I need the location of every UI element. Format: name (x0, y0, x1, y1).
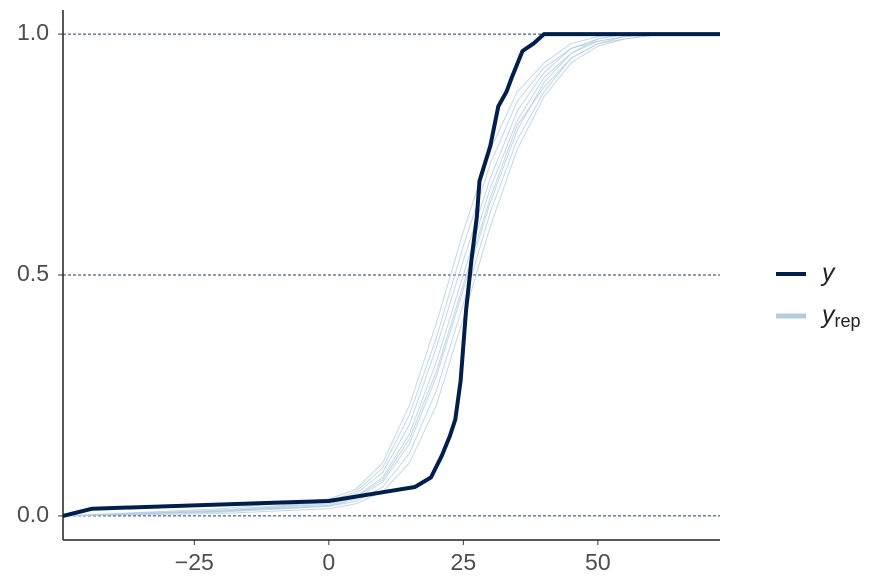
x-tick-label: 0 (322, 549, 335, 575)
y-tick-label: 0.5 (17, 260, 49, 286)
rep-line (62, 33, 720, 517)
rep-line (62, 33, 720, 517)
legend-label: yrep (820, 301, 861, 331)
y-tick-label: 1.0 (17, 19, 49, 45)
legend-name: y (820, 259, 836, 287)
x-tick-label: 25 (451, 549, 477, 575)
y-tick-label: 0.0 (17, 501, 49, 527)
legend-subscript: rep (835, 311, 861, 331)
legend-name: y (820, 301, 836, 329)
legend-label: y (820, 259, 836, 287)
observed-line (62, 32, 720, 518)
rep-line (62, 33, 720, 517)
x-tick-label: −25 (175, 549, 214, 575)
rep-line (62, 33, 720, 517)
x-tick-label: 50 (585, 549, 611, 575)
rep-line (62, 33, 720, 517)
